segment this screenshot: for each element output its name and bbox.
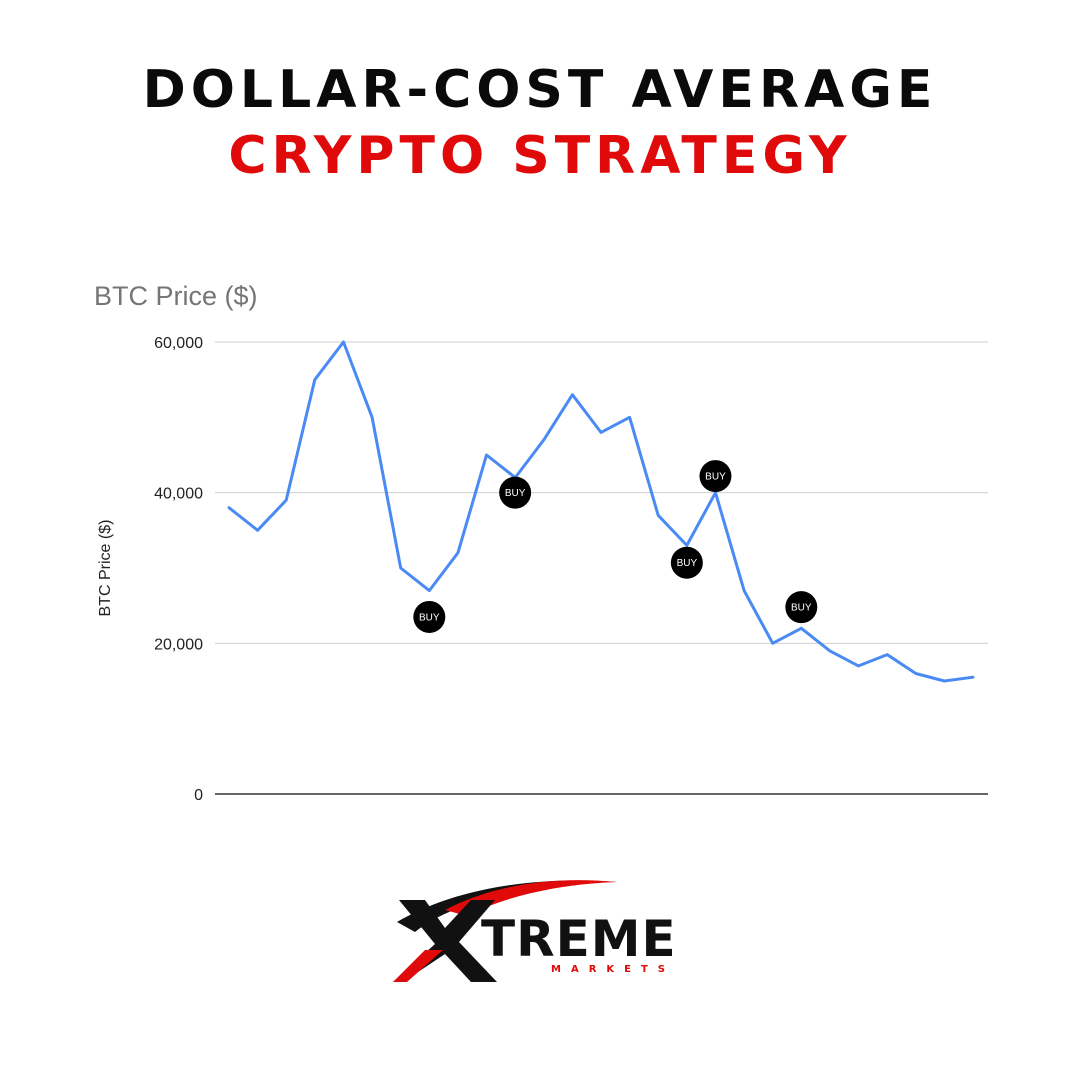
buy-marker-circle: [785, 591, 818, 624]
buy-marker-circle: [499, 476, 532, 509]
btc-price-line: [227, 340, 975, 683]
btc-price-chart: BTC Price ($) BTC Price ($) 0 20,000 40,00…: [94, 281, 988, 804]
buy-marker-label: BUY: [419, 612, 440, 623]
buy-marker: BUY: [413, 600, 446, 633]
buy-marker-label: BUY: [505, 488, 526, 499]
buy-markers: BUY BUY BUY BUY BUY: [413, 460, 818, 633]
headline-line-1: DOLLAR-COST AVERAGE: [142, 60, 938, 120]
headline-line-2: CRYPTO STRATEGY: [228, 126, 852, 186]
logo-x-red-stroke: [393, 950, 443, 982]
buy-marker: BUY: [670, 546, 703, 579]
buy-marker-circle: [699, 460, 732, 493]
buy-marker-label: BUY: [791, 603, 812, 614]
y-tick-label: 20,000: [154, 636, 203, 653]
y-tick-label: 40,000: [154, 486, 203, 503]
buy-marker-circle: [413, 600, 446, 633]
buy-marker-label: BUY: [705, 472, 726, 483]
y-tick-labels: 0 20,000 40,000 60,000: [154, 335, 203, 804]
logo-wordmark: TREME: [481, 910, 677, 968]
buy-marker: BUY: [499, 476, 532, 509]
y-tick-label: 60,000: [154, 335, 203, 352]
logo-subtext: MARKETS: [551, 964, 675, 975]
buy-marker-circle: [670, 546, 703, 579]
xtreme-markets-logo: TREME MARKETS: [393, 880, 677, 982]
y-axis-label: BTC Price ($): [97, 520, 114, 617]
chart-title: BTC Price ($): [94, 281, 258, 311]
buy-marker: BUY: [699, 460, 732, 493]
grid-lines: [215, 341, 988, 795]
buy-marker-label: BUY: [677, 558, 698, 569]
buy-marker: BUY: [785, 591, 818, 624]
y-tick-label: 0: [194, 787, 203, 804]
